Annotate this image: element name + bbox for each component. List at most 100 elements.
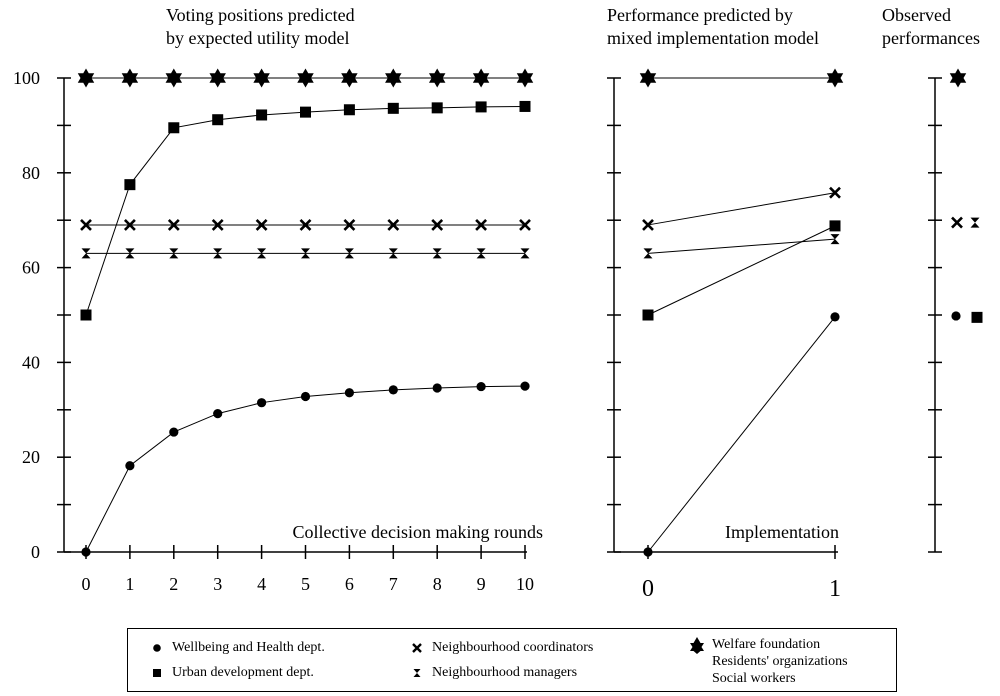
left-x-tick-label: 6 bbox=[345, 574, 354, 594]
circle-marker-icon bbox=[153, 644, 161, 652]
left-point-square bbox=[475, 101, 487, 113]
right-panel-title-line2: performances bbox=[882, 28, 980, 48]
right-panel-title-line1: Observed bbox=[882, 5, 951, 25]
left-point-circle bbox=[81, 547, 91, 557]
right-point-hourglass bbox=[970, 217, 980, 228]
right-panel-title: Observed performances bbox=[882, 4, 980, 50]
middle-series-line-circle bbox=[647, 316, 836, 553]
middle-x-tick-label: 0 bbox=[642, 576, 654, 602]
left-point-cross bbox=[167, 219, 180, 231]
left-panel-title-line1: Voting positions predicted bbox=[166, 5, 355, 25]
legend-label-managers: Neighbourhood managers bbox=[432, 665, 578, 680]
right-point-circle bbox=[951, 311, 961, 321]
left-point-circle bbox=[388, 385, 398, 395]
star-marker-icon bbox=[690, 637, 704, 654]
left-point-circle bbox=[520, 381, 530, 391]
left-x-tick-label: 4 bbox=[257, 574, 266, 594]
left-panel-title-line2: by expected utility model bbox=[166, 28, 350, 48]
middle-panel-title-line2: mixed implementation model bbox=[607, 28, 819, 48]
left-point-star bbox=[209, 68, 226, 88]
left-point-hourglass bbox=[520, 248, 530, 259]
left-point-star bbox=[297, 68, 314, 88]
left-x-tick-label: 0 bbox=[82, 574, 91, 594]
left-point-hourglass bbox=[476, 248, 486, 259]
left-point-square bbox=[124, 179, 136, 191]
left-point-circle bbox=[300, 391, 311, 402]
left-x-tick-label: 9 bbox=[477, 574, 486, 594]
left-point-cross bbox=[475, 219, 488, 231]
left-panel-annotation: Collective decision making rounds bbox=[293, 522, 543, 542]
middle-point-cross bbox=[642, 219, 654, 231]
square-marker-icon bbox=[153, 669, 161, 677]
left-y-tick-label: 80 bbox=[22, 163, 40, 183]
right-point-star bbox=[949, 68, 967, 88]
middle-series-line-square bbox=[647, 225, 836, 316]
left-point-square bbox=[256, 109, 268, 121]
middle-panel-annotation: Implementation bbox=[725, 522, 839, 542]
left-point-square bbox=[80, 309, 92, 321]
left-point-cross bbox=[123, 219, 136, 231]
left-point-hourglass bbox=[432, 248, 442, 259]
left-point-circle bbox=[476, 381, 486, 392]
middle-point-circle bbox=[830, 312, 840, 322]
left-y-tick-label: 40 bbox=[22, 352, 40, 372]
middle-panel-title: Performance predicted by mixed implement… bbox=[607, 4, 819, 50]
middle-point-star bbox=[826, 68, 844, 88]
middle-series-line-hourglass bbox=[647, 238, 836, 254]
legend-label-residents: Residents' organizations bbox=[712, 654, 848, 669]
left-point-cross bbox=[255, 219, 268, 231]
left-point-hourglass bbox=[301, 248, 310, 259]
left-point-square bbox=[212, 114, 224, 126]
left-point-hourglass bbox=[257, 248, 267, 259]
left-point-hourglass bbox=[125, 248, 135, 259]
legend-label-social: Social workers bbox=[712, 671, 796, 686]
left-point-star bbox=[165, 68, 183, 88]
middle-point-hourglass bbox=[643, 248, 653, 259]
legend-label-coordinators: Neighbourhood coordinators bbox=[432, 640, 594, 655]
middle-point-circle bbox=[643, 547, 653, 557]
left-point-square bbox=[431, 102, 443, 114]
left-point-hourglass bbox=[81, 248, 91, 259]
left-point-hourglass bbox=[388, 248, 398, 259]
middle-series-line-cross bbox=[647, 192, 836, 226]
left-point-cross bbox=[299, 219, 312, 231]
left-point-cross bbox=[343, 219, 356, 231]
left-point-circle bbox=[432, 383, 442, 393]
left-point-star bbox=[341, 68, 358, 88]
middle-point-cross bbox=[829, 186, 841, 199]
left-point-square bbox=[300, 106, 311, 118]
left-point-square bbox=[387, 102, 399, 114]
left-panel: 0 20 40 60 80 100 0 1 2 3 4 5 6 7 8 9 10 bbox=[13, 68, 534, 594]
left-series-line-square bbox=[85, 105, 526, 316]
left-point-circle bbox=[257, 398, 267, 408]
left-point-star bbox=[385, 68, 402, 88]
left-y-tick-label: 60 bbox=[22, 258, 40, 278]
left-x-tick-label: 8 bbox=[433, 574, 442, 594]
cross-marker-icon bbox=[412, 643, 422, 653]
left-point-cross bbox=[431, 219, 444, 231]
left-point-star bbox=[77, 68, 95, 88]
left-x-tick-label: 5 bbox=[301, 574, 310, 594]
left-point-hourglass bbox=[213, 248, 223, 259]
left-x-tick-label: 1 bbox=[125, 574, 134, 594]
left-x-tick-label: 2 bbox=[169, 574, 178, 594]
legend-label-welfare: Welfare foundation bbox=[712, 637, 821, 652]
left-point-circle bbox=[125, 461, 135, 471]
left-point-star bbox=[516, 68, 534, 88]
left-point-circle bbox=[169, 427, 179, 437]
left-point-cross bbox=[519, 219, 531, 231]
middle-point-star bbox=[639, 68, 657, 88]
left-point-cross bbox=[387, 219, 400, 231]
left-x-tick-label: 7 bbox=[389, 574, 398, 594]
left-y-tick-label: 20 bbox=[22, 447, 40, 467]
left-point-cross bbox=[211, 219, 224, 231]
right-point-cross bbox=[951, 216, 963, 229]
left-point-circle bbox=[213, 408, 223, 419]
left-point-square bbox=[168, 122, 180, 134]
left-point-hourglass bbox=[169, 248, 179, 259]
left-point-star bbox=[121, 68, 139, 88]
left-y-tick-label: 100 bbox=[13, 68, 40, 88]
middle-point-square bbox=[642, 309, 654, 321]
